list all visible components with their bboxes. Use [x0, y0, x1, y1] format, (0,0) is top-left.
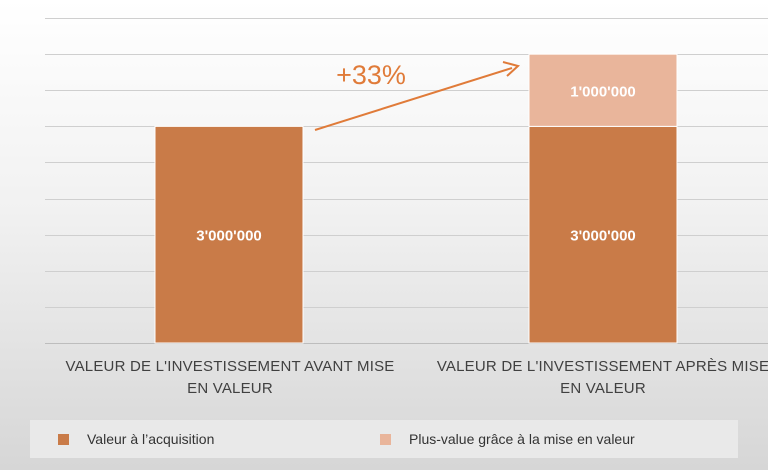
data-label-acquisition-1: 3'000'000: [570, 228, 636, 245]
legend-label-acquisition: Valeur à l’acquisition: [87, 431, 215, 447]
legend-label-plus-value: Plus-value grâce à la mise en valeur: [409, 431, 635, 447]
bar-acquisition-1: [528, 125, 678, 344]
bars: 3'000'000 3'000'000 1'000'000: [154, 53, 678, 344]
x-tick-label-before: VALEUR DE L'INVESTISSEMENT AVANT MISE EN…: [65, 358, 395, 397]
legend-swatch-plus-value: [380, 433, 391, 445]
bar-acquisition-0: [154, 125, 304, 344]
bar-plus-value-1: [528, 53, 678, 127]
legend-item-acquisition: Valeur à l’acquisition: [58, 420, 214, 458]
annotation: +33%: [314, 60, 521, 131]
legend-swatch-acquisition: [58, 433, 69, 445]
x-tick-label-after: VALEUR DE L'INVESTISSEMENT APRÈS MISE EN…: [436, 358, 768, 397]
data-label-acquisition-0: 3'000'000: [196, 228, 262, 245]
growth-arrowhead: [502, 61, 521, 77]
growth-arrow: [314, 67, 513, 131]
chart-legend: Valeur à l’acquisition Plus-value grâce …: [30, 420, 738, 458]
growth-annotation-label: +33%: [336, 60, 406, 90]
data-label-plus-value-1: 1'000'000: [570, 83, 636, 100]
legend-item-plus-value: Plus-value grâce à la mise en valeur: [380, 420, 635, 458]
